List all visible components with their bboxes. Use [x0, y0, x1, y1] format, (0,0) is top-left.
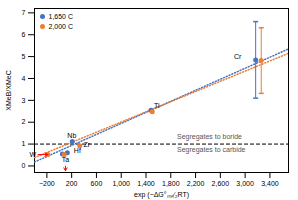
svg-text:3,000: 3,000 — [236, 180, 254, 187]
svg-text:XMeB/XMeC: XMeB/XMeC — [5, 70, 12, 110]
svg-text:Cr: Cr — [234, 53, 242, 60]
svg-text:1,800: 1,800 — [162, 180, 180, 187]
svg-text:1: 1 — [22, 140, 26, 147]
svg-text:5: 5 — [22, 53, 26, 60]
svg-text:Zr: Zr — [83, 141, 90, 148]
svg-text:Nb: Nb — [67, 132, 76, 139]
svg-text:3: 3 — [22, 97, 26, 104]
svg-text:3,400: 3,400 — [261, 180, 279, 187]
svg-text:1,000: 1,000 — [112, 180, 130, 187]
svg-text:1,400: 1,400 — [137, 180, 155, 187]
svg-text:200: 200 — [66, 180, 78, 187]
svg-text:Ti: Ti — [154, 102, 160, 109]
svg-text:2,000 C: 2,000 C — [49, 23, 74, 30]
svg-text:2,600: 2,600 — [212, 180, 230, 187]
svg-text:0: 0 — [22, 162, 26, 169]
svg-text:Hf: Hf — [74, 147, 81, 154]
svg-text:2,200: 2,200 — [187, 180, 205, 187]
svg-text:Segregates to boride: Segregates to boride — [177, 133, 242, 141]
svg-text:6: 6 — [22, 31, 26, 38]
svg-text:−200: −200 — [39, 180, 55, 187]
svg-text:2: 2 — [22, 118, 26, 125]
svg-text:7: 7 — [22, 9, 26, 16]
svg-text:W: W — [29, 151, 36, 158]
svg-text:Ta: Ta — [62, 156, 70, 163]
svg-text:exp (−ΔG°ₘₙ∕₂RT): exp (−ΔG°ₘₙ∕₂RT) — [134, 191, 189, 199]
svg-text:Segregates to carbide: Segregates to carbide — [177, 146, 246, 154]
svg-text:600: 600 — [91, 180, 103, 187]
svg-text:1,650 C: 1,650 C — [49, 13, 74, 20]
svg-text:4: 4 — [22, 75, 26, 82]
